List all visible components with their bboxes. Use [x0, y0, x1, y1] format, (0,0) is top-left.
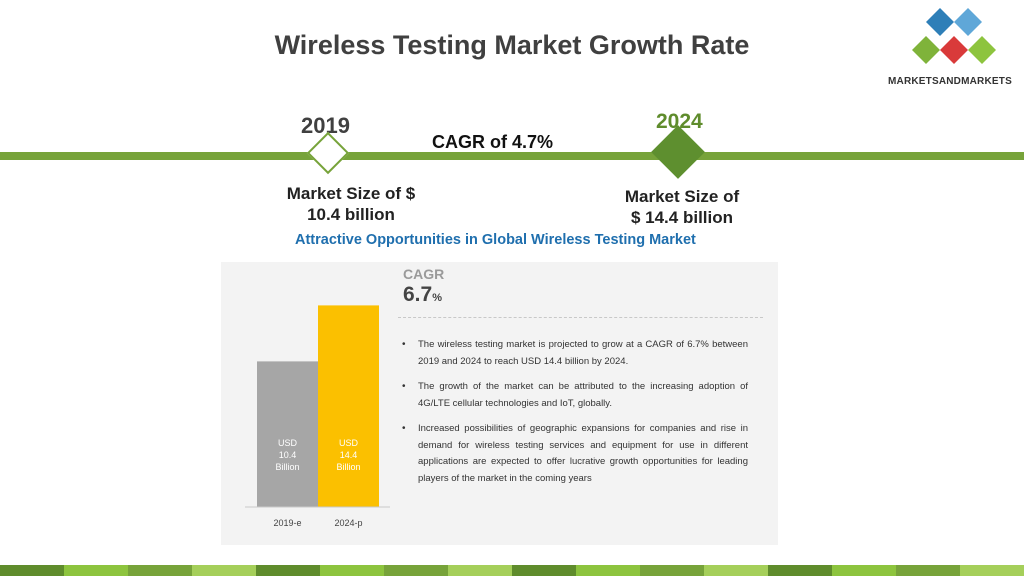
strip-segment — [448, 565, 512, 576]
start-market-size: Market Size of $ 10.4 billion — [268, 183, 434, 225]
bar-data-label: USD — [278, 438, 298, 448]
strip-segment — [384, 565, 448, 576]
timeline-cagr: CAGR of 4.7% — [432, 132, 554, 152]
bullet-item: The growth of the market can be attribut… — [400, 379, 748, 412]
start-market-size-line1: Market Size of $ — [286, 184, 416, 203]
cagr-number: 6.7 — [403, 283, 433, 306]
bar-data-label: USD — [339, 438, 359, 448]
bar-data-label: Billion — [336, 462, 360, 472]
cagr-unit: % — [432, 292, 442, 304]
x-tick-label: 2024-p — [334, 518, 362, 528]
strip-segment — [768, 565, 832, 576]
cagr-value: 6.7% — [403, 283, 442, 307]
timeline-line — [0, 152, 1024, 160]
strip-segment — [576, 565, 640, 576]
slide-title: Wireless Testing Market Growth Rate — [274, 30, 750, 60]
panel-header: Attractive Opportunities in Global Wirel… — [221, 230, 778, 262]
strip-segment — [0, 565, 64, 576]
panel-title: Attractive Opportunities in Global Wirel… — [295, 232, 696, 248]
end-market-size-line1: Market Size of — [624, 187, 740, 206]
strip-segment — [832, 565, 896, 576]
strip-segment — [640, 565, 704, 576]
start-market-size-line2: 10.4 billion — [307, 205, 395, 224]
strip-segment — [512, 565, 576, 576]
timeline-end-year: 2024 — [656, 110, 703, 133]
strip-segment — [192, 565, 256, 576]
logo-diamonds-icon — [912, 8, 996, 64]
bar-2019-e — [257, 361, 318, 507]
panel-divider — [398, 317, 763, 318]
strip-segment — [704, 565, 768, 576]
opportunity-bullets: The wireless testing market is projected… — [400, 337, 748, 496]
strip-segment — [64, 565, 128, 576]
strip-segment — [128, 565, 192, 576]
logo-text: MARKETSANDMARKETS — [888, 76, 1012, 87]
bottom-decor-strip — [0, 565, 1024, 576]
bar-data-label: 14.4 — [340, 450, 358, 460]
x-tick-label: 2019-e — [273, 518, 301, 528]
strip-segment — [960, 565, 1024, 576]
bar-data-label: Billion — [275, 462, 299, 472]
cagr-label: CAGR — [403, 266, 445, 282]
strip-segment — [256, 565, 320, 576]
end-market-size: Market Size of $ 14.4 billion — [600, 186, 764, 228]
bullet-item: The wireless testing market is projected… — [400, 337, 748, 370]
strip-segment — [896, 565, 960, 576]
bullet-item: Increased possibilities of geographic ex… — [400, 421, 748, 487]
end-market-size-line2: $ 14.4 billion — [630, 208, 734, 227]
company-logo: MARKETSANDMARKETS — [884, 6, 1024, 87]
strip-segment — [320, 565, 384, 576]
bar-2024-p — [318, 305, 379, 507]
bar-data-label: 10.4 — [279, 450, 297, 460]
